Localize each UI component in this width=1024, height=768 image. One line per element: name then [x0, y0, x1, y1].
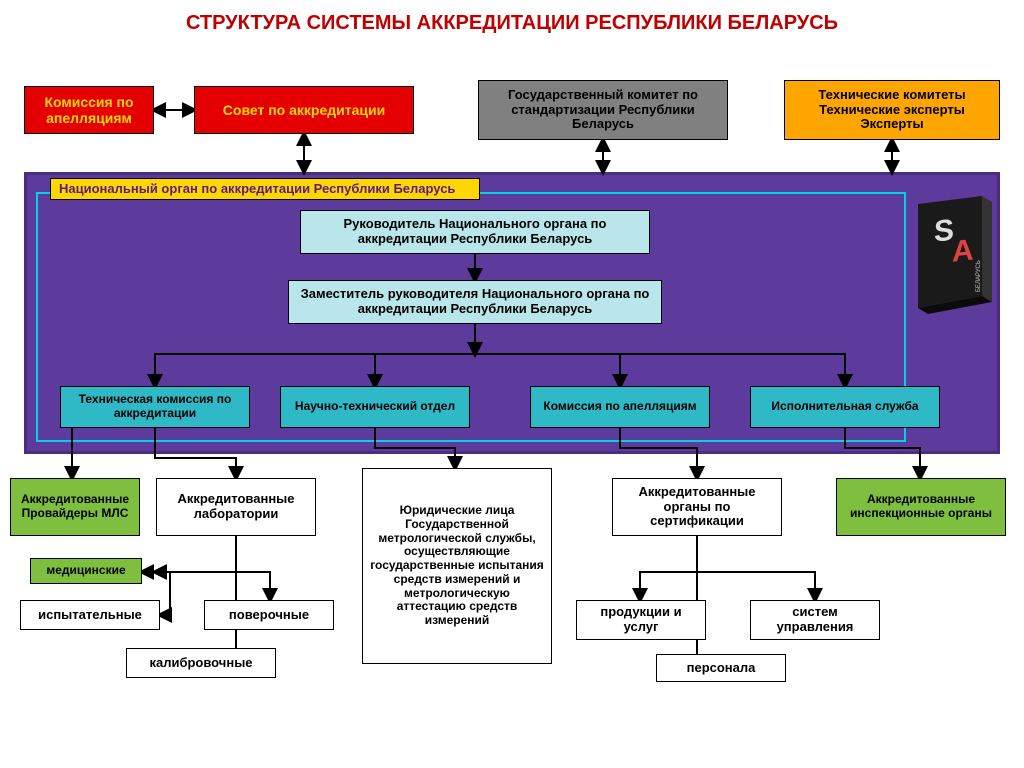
dept-techcom: Техническая комиссия по аккредитации	[60, 386, 250, 428]
top-council: Совет по аккредитации	[194, 86, 414, 134]
dept-exec: Исполнительная служба	[750, 386, 940, 428]
bottom-providers: Аккредитованные Провайдеры МЛС	[10, 478, 140, 536]
national-body-label: Национальный орган по аккредитации Респу…	[50, 178, 480, 200]
page-title: СТРУКТУРА СИСТЕМЫ АККРЕДИТАЦИИ РЕСПУБЛИК…	[0, 12, 1024, 35]
inner-deputy: Заместитель руководителя Национального о…	[288, 280, 662, 324]
top-tech: Технические комитеты Технические эксперт…	[784, 80, 1000, 140]
svg-text:A: A	[952, 234, 974, 269]
bottom-med: медицинские	[30, 558, 142, 584]
top-appeals: Комиссия по апелляциям	[24, 86, 154, 134]
bottom-sys: систем управления	[750, 600, 880, 640]
bottom-test: испытательные	[20, 600, 160, 630]
bottom-legal: Юридические лица Государственной метроло…	[362, 468, 552, 664]
bottom-verif: поверочные	[204, 600, 334, 630]
inner-head: Руководитель Национального органа по акк…	[300, 210, 650, 254]
bottom-pers: персонала	[656, 654, 786, 682]
bottom-insp: Аккредитованные инспекционные органы	[836, 478, 1006, 536]
top-goscom: Государственный комитет по стандартизаци…	[478, 80, 728, 140]
bottom-calib: калибровочные	[126, 648, 276, 678]
svg-text:БЕЛАРУСЬ: БЕЛАРУСЬ	[976, 260, 982, 292]
bottom-labs: Аккредитованные лаборатории	[156, 478, 316, 536]
sa-book-icon: S A БЕЛАРУСЬ	[912, 196, 994, 316]
dept-scitech: Научно-технический отдел	[280, 386, 470, 428]
bottom-prod: продукции и услуг	[576, 600, 706, 640]
bottom-cert: Аккредитованные органы по сертификации	[612, 478, 782, 536]
dept-appeal2: Комиссия по апелляциям	[530, 386, 710, 428]
svg-text:S: S	[934, 214, 954, 249]
